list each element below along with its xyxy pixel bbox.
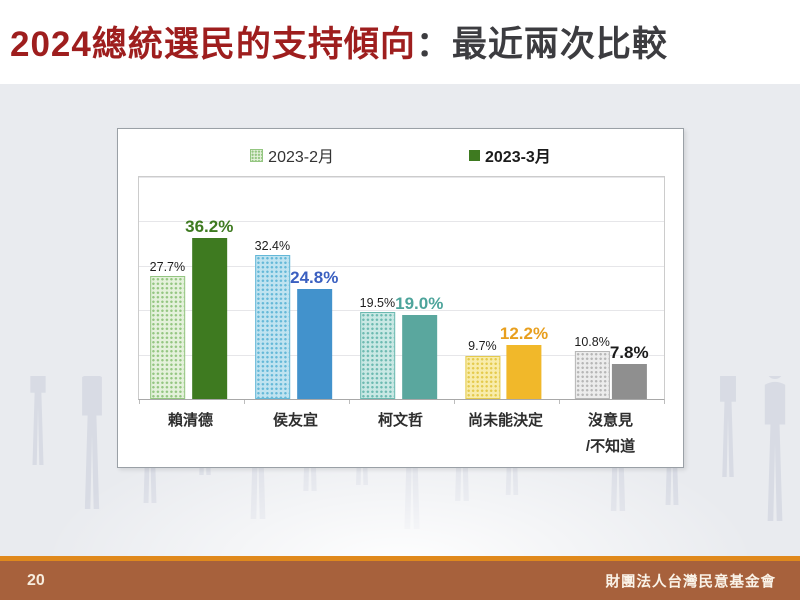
bar-2023-2月-賴清德 [149,276,185,399]
bar-value-label: 7.8% [609,343,649,363]
bar-2023-2月-沒意見 [574,351,610,399]
legend-swatch-mar [469,149,480,161]
category-label-2: 侯友宜 [272,412,318,429]
bar-group-5: 10.8% 7.8% [559,177,664,399]
legend-swatch-feb [250,148,264,162]
category-axis: 賴清德 侯友宜 柯文哲 尚未能決定 沒意見 /不知道 [138,408,663,459]
bar-groups: 27.7% 36.2% 32.4% 24.8% 19.5% 19.0% 9.7% 12.2% 1… [139,177,664,399]
bar-value-label: 36.2% [185,217,234,237]
bar-2023-3月-柯文哲 [401,314,437,399]
bar-value-label: 10.8% [574,334,610,349]
x-axis-tick [453,400,455,404]
page-number: 20 [27,571,45,589]
slide-body: 2023-2月 2023-3月 27.7% 36.2% 32.4% 24.8% 19.5… [0,84,800,556]
category-label-1: 賴清德 [167,412,213,429]
bar-group-3: 19.5% 19.0% [349,177,454,399]
bar-group-4: 9.7% 12.2% [454,177,559,399]
bar-value-label: 9.7% [468,339,497,354]
legend-item-feb: 2023-2月 [250,143,334,167]
plot-area: 27.7% 36.2% 32.4% 24.8% 19.5% 19.0% 9.7% 12.2% 1… [138,176,665,404]
gridline-50 [139,177,664,178]
bar-2023-2月-尚未能決定 [464,355,500,399]
legend-label-mar: 2023-3月 [485,149,551,166]
bar-2023-2月-侯友宜 [254,255,290,399]
x-axis-tick [138,400,140,404]
x-axis-tick [558,400,560,404]
bar-2023-3月-賴清德 [191,238,227,399]
footer-bar: 20 財團法人台灣民意基金會 [0,556,800,600]
bar-2023-2月-柯文哲 [359,312,395,399]
bar-group-2: 32.4% 24.8% [244,177,349,399]
bar-value-label: 19.0% [395,293,444,313]
bar-value-label: 19.5% [359,295,396,310]
bar-value-label: 27.7% [149,259,186,274]
bar-value-label: 12.2% [499,323,549,343]
chart-legend: 2023-2月 2023-3月 [118,143,683,167]
bar-2023-3月-沒意見 [611,364,647,399]
gridline-10 [139,354,664,356]
x-axis-tick [663,400,665,404]
organization-name: 財團法人台灣民意基金會 [605,574,776,590]
x-axis-tick [348,400,350,404]
category-label-5: 沒意見 /不知道 [585,412,636,455]
bar-value-label: 32.4% [254,238,291,253]
gridline-30 [139,265,664,267]
chart-panel: 2023-2月 2023-3月 27.7% 36.2% 32.4% 24.8% 19.5… [117,128,684,468]
x-axis-tick [243,400,245,404]
bar-2023-3月-侯友宜 [296,288,332,399]
bar-2023-3月-尚未能決定 [506,344,542,399]
category-label-3: 柯文哲 [377,412,423,429]
gridline-40 [139,221,664,223]
page-title: 2024總統選民的支持傾向：最近兩次比較 [10,16,668,67]
legend-label-feb: 2023-2月 [268,149,334,166]
bar-group-1: 27.7% 36.2% [139,177,244,399]
page-title-suffix: ：最近兩次比較 [415,25,668,64]
gridline-20 [139,310,664,312]
bar-value-label: 24.8% [290,267,339,287]
category-label-4: 尚未能決定 [467,412,543,429]
title-band: 2024總統選民的支持傾向：最近兩次比較 [0,0,800,84]
page-title-main: 2024總統選民的支持傾向 [10,25,416,64]
legend-item-mar: 2023-3月 [469,143,551,167]
